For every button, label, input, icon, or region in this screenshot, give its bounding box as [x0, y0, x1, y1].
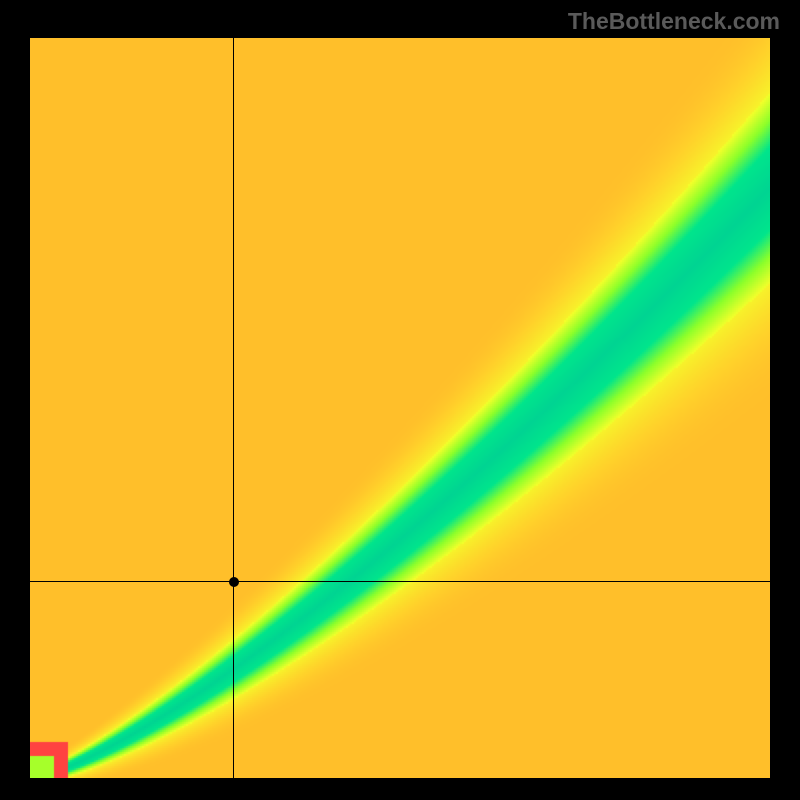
crosshair-horizontal: [30, 581, 770, 582]
crosshair-vertical: [233, 38, 234, 778]
crosshair-marker: [229, 577, 239, 587]
watermark-text: TheBottleneck.com: [568, 8, 780, 35]
heatmap-plot: [30, 38, 770, 778]
heatmap-canvas: [30, 38, 770, 778]
